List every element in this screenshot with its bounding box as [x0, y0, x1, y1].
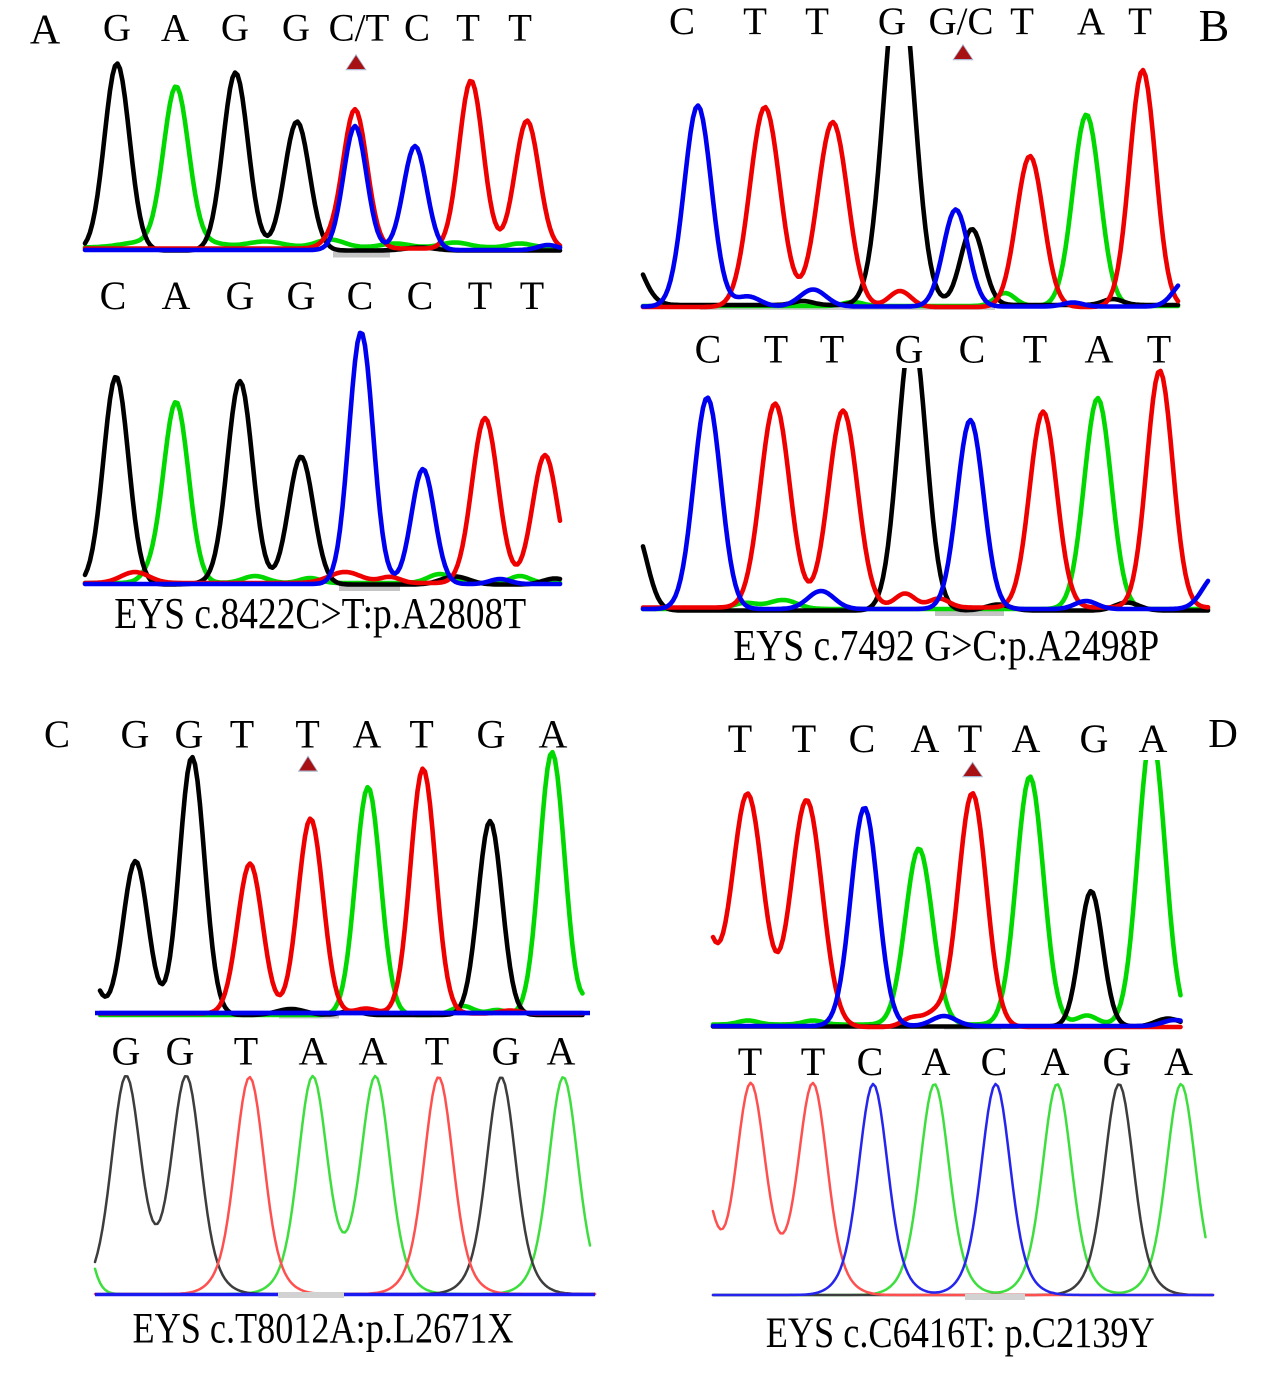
svg-text:G: G: [282, 7, 310, 50]
svg-text:T: T: [743, 0, 767, 43]
svg-text:T: T: [425, 1029, 449, 1074]
svg-text:A: A: [1012, 716, 1041, 761]
svg-text:T: T: [801, 1039, 825, 1084]
svg-text:A: A: [539, 711, 568, 756]
svg-text:C: C: [849, 716, 876, 761]
svg-text:G: G: [492, 1029, 521, 1074]
svg-text:G: G: [287, 273, 316, 318]
svg-text:A: A: [1139, 716, 1168, 761]
svg-text:G: G: [895, 327, 924, 372]
svg-text:A: A: [1164, 1039, 1193, 1084]
svg-text:T: T: [468, 273, 492, 318]
svg-text:C: C: [404, 7, 430, 50]
svg-text:A: A: [30, 8, 61, 54]
svg-text:A: A: [911, 716, 940, 761]
svg-text:T: T: [1023, 327, 1047, 372]
svg-text:C: C: [695, 327, 722, 372]
svg-text:B: B: [1199, 0, 1230, 51]
svg-text:C/T: C/T: [329, 7, 390, 50]
svg-text:G: G: [166, 1029, 195, 1074]
svg-text:A: A: [1077, 0, 1105, 43]
svg-text:A: A: [162, 273, 191, 318]
svg-text:G: G: [103, 7, 131, 50]
svg-text:A: A: [161, 7, 189, 50]
svg-text:A: A: [547, 1029, 576, 1074]
svg-text:T: T: [456, 7, 480, 50]
svg-text:G: G: [112, 1029, 141, 1074]
svg-text:T: T: [508, 7, 532, 50]
svg-text:T: T: [792, 716, 816, 761]
svg-text:G: G: [226, 273, 255, 318]
svg-text:T: T: [1147, 327, 1171, 372]
svg-text:A: A: [353, 711, 382, 756]
svg-text:A: A: [922, 1039, 951, 1084]
svg-text:T: T: [1010, 0, 1034, 43]
svg-text:G: G: [121, 711, 150, 756]
svg-text:G: G: [1103, 1039, 1132, 1084]
svg-text:A: A: [1085, 327, 1114, 372]
svg-text:T: T: [1128, 0, 1152, 43]
svg-text:EYS c.T8012A:p.L2671X: EYS c.T8012A:p.L2671X: [133, 1306, 514, 1353]
svg-text:G: G: [477, 711, 506, 756]
svg-text:EYS c.8422C>T:p.A2808T: EYS c.8422C>T:p.A2808T: [114, 589, 526, 638]
svg-text:T: T: [295, 711, 319, 756]
svg-text:T: T: [764, 327, 788, 372]
svg-text:T: T: [820, 327, 844, 372]
svg-text:T: T: [958, 716, 982, 761]
svg-text:G: G: [175, 711, 204, 756]
svg-text:C: C: [981, 1039, 1008, 1084]
svg-text:T: T: [738, 1039, 762, 1084]
svg-text:EYS c.7492 G>C:p.A2498P: EYS c.7492 G>C:p.A2498P: [733, 621, 1159, 670]
svg-text:G/C: G/C: [928, 0, 993, 43]
svg-text:T: T: [409, 711, 433, 756]
svg-text:C: C: [347, 273, 374, 318]
svg-text:T: T: [520, 273, 544, 318]
svg-text:T: T: [728, 716, 752, 761]
svg-text:EYS c.C6416T: p.C2139Y: EYS c.C6416T: p.C2139Y: [766, 1310, 1155, 1357]
svg-text:A: A: [299, 1029, 328, 1074]
svg-text:A: A: [1041, 1039, 1070, 1084]
svg-text:C: C: [44, 713, 70, 756]
svg-text:C: C: [959, 327, 986, 372]
svg-text:T: T: [230, 711, 254, 756]
svg-text:G: G: [221, 7, 249, 50]
svg-text:C: C: [669, 0, 695, 43]
svg-text:C: C: [407, 273, 434, 318]
svg-text:C: C: [100, 273, 127, 318]
svg-text:T: T: [805, 0, 829, 43]
svg-text:T: T: [234, 1029, 258, 1074]
svg-text:D: D: [1208, 710, 1238, 756]
svg-text:G: G: [878, 0, 906, 43]
svg-text:A: A: [359, 1029, 388, 1074]
svg-text:G: G: [1080, 716, 1109, 761]
svg-text:C: C: [857, 1039, 884, 1084]
